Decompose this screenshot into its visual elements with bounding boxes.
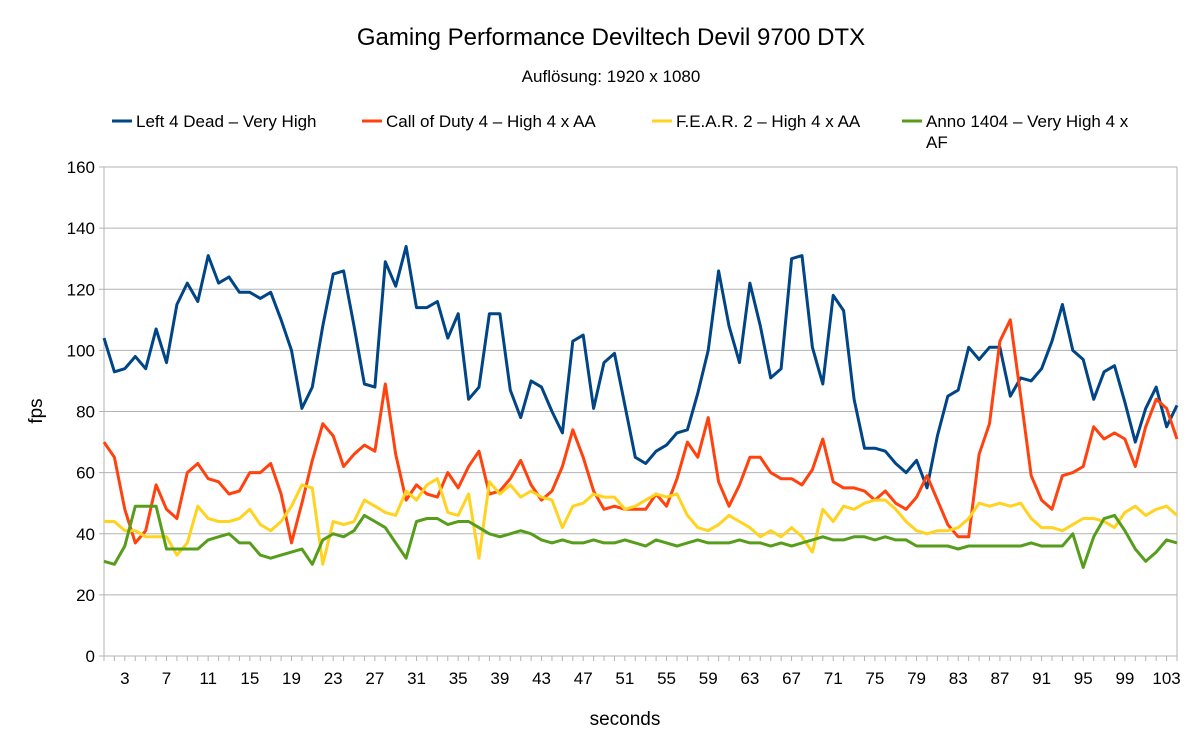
x-tick-label: 95 [1074, 669, 1093, 688]
y-tick-label: 120 [67, 280, 95, 299]
chart-title: Gaming Performance Deviltech Devil 9700 … [357, 24, 865, 51]
x-tick-label: 71 [824, 669, 843, 688]
y-tick-label: 0 [86, 647, 95, 666]
x-tick-label: 47 [574, 669, 593, 688]
x-tick-label: 99 [1115, 669, 1134, 688]
x-tick-label: 23 [324, 669, 343, 688]
x-tick-label: 31 [407, 669, 426, 688]
y-axis-ticks: 0 20 40 60 80 100 120 140 160 [67, 158, 104, 666]
x-tick-label: 43 [532, 669, 551, 688]
x-tick-label: 91 [1032, 669, 1051, 688]
x-tick-label: 75 [865, 669, 884, 688]
x-tick-label: 87 [990, 669, 1009, 688]
axes [103, 167, 1178, 657]
x-tick-label: 55 [657, 669, 676, 688]
x-tick-label: 27 [365, 669, 384, 688]
x-tick-label: 83 [949, 669, 968, 688]
x-tick-label: 39 [490, 669, 509, 688]
x-tick-label: 51 [615, 669, 634, 688]
x-tick-label: 3 [120, 669, 129, 688]
x-tick-label: 35 [449, 669, 468, 688]
y-tick-label: 100 [67, 341, 95, 360]
series-line-3 [103, 504, 1178, 569]
y-axis-label: fps [26, 398, 47, 423]
series-line-1 [102, 318, 1179, 545]
x-tick-label: 103 [1152, 669, 1180, 688]
y-tick-label: 40 [76, 525, 95, 544]
y-tick-label: 60 [76, 464, 95, 483]
y-tick-label: 160 [67, 158, 95, 177]
y-tick-label: 20 [76, 586, 95, 605]
series-lines [102, 245, 1179, 569]
series-line-2 [104, 477, 1178, 566]
legend-label-0: Left 4 Dead – Very High [136, 112, 317, 131]
x-tick-label: 79 [907, 669, 926, 688]
x-tick-label: 59 [699, 669, 718, 688]
x-tick-label: 63 [740, 669, 759, 688]
gridlines [104, 166, 1177, 657]
y-tick-label: 140 [67, 219, 95, 238]
y-tick-label: 80 [76, 403, 95, 422]
legend-label-2: F.E.A.R. 2 – High 4 x AA [676, 112, 861, 131]
x-tick-label: 11 [199, 669, 217, 688]
chart-subtitle: Auflösung: 1920 x 1080 [522, 67, 701, 86]
legend: Left 4 Dead – Very High Call of Duty 4 – … [112, 112, 1129, 152]
x-axis-ticks: 3 7 11 15 19 23 27 31 35 39 43 47 51 55 59 63 67 71 75 79 83… [103, 656, 1181, 688]
x-axis-label: seconds [590, 709, 661, 730]
legend-label-3: Anno 1404 – Very High 4 x [926, 112, 1129, 131]
x-tick-label: 67 [782, 669, 801, 688]
legend-label-1: Call of Duty 4 – High 4 x AA [386, 112, 596, 131]
x-tick-label: 19 [282, 669, 301, 688]
x-tick-label: 7 [162, 669, 171, 688]
x-tick-label: 15 [240, 669, 259, 688]
legend-label-3-line2: AF [926, 133, 948, 152]
